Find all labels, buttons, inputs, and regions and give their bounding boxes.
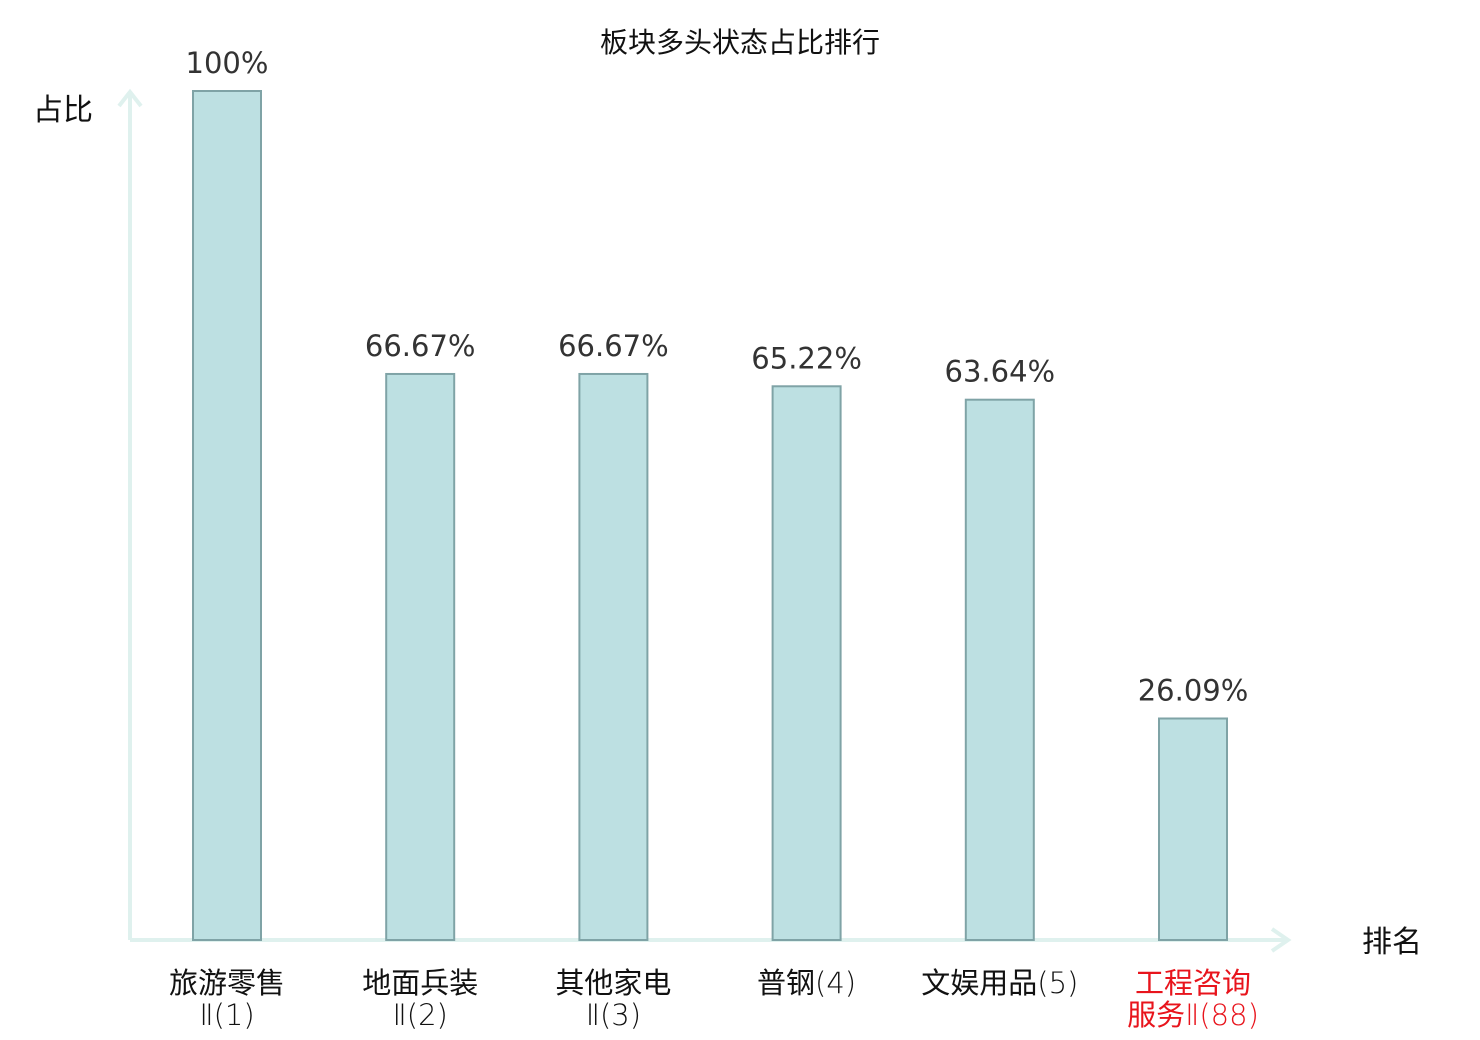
bar-value-label-4: 65.22% xyxy=(751,341,862,375)
bars xyxy=(192,90,1228,942)
category-label-6: 工程咨询服务Ⅱ(88) xyxy=(1127,966,1259,1032)
bar-2 xyxy=(385,372,456,942)
axes xyxy=(117,88,1292,953)
bar-6 xyxy=(1158,717,1228,942)
bar-value-label-5: 63.64% xyxy=(945,355,1056,389)
category-label-1: 旅游零售 Ⅱ(1) xyxy=(169,966,285,1032)
bar-value-label-3: 66.67% xyxy=(558,329,669,363)
bar-value-label-6: 26.09% xyxy=(1138,673,1249,707)
category-label-3: 其他家电 Ⅱ(3) xyxy=(555,966,671,1032)
bar-value-label-1: 100% xyxy=(186,46,269,80)
chart-title: 板块多头状态占比排行 xyxy=(600,26,880,59)
bar-5 xyxy=(964,398,1035,941)
category-label-5: 文娱用品(5) xyxy=(921,966,1078,1000)
x-axis-arrow-icon xyxy=(1270,927,1292,953)
value-labels: 100% 66.67% 66.67% 65.22% 63.64% 26.09% xyxy=(186,46,1249,707)
y-axis-arrow-icon xyxy=(117,88,143,108)
bar-value-label-2: 66.67% xyxy=(365,329,476,363)
bar-4 xyxy=(771,385,842,941)
y-axis-label: 占比 xyxy=(33,93,93,128)
category-label-4: 普钢(4) xyxy=(757,966,856,1000)
x-axis-label: 排名 xyxy=(1362,925,1422,960)
category-label-2: 地面兵装 Ⅱ(2) xyxy=(362,966,478,1032)
bar-1 xyxy=(192,90,262,941)
bar-3 xyxy=(578,372,649,942)
category-labels: 旅游零售 Ⅱ(1) 地面兵装 Ⅱ(2) 其他家电 Ⅱ(3) 普钢(4) 文娱用品(5) 工程咨询… xyxy=(169,966,1259,1032)
